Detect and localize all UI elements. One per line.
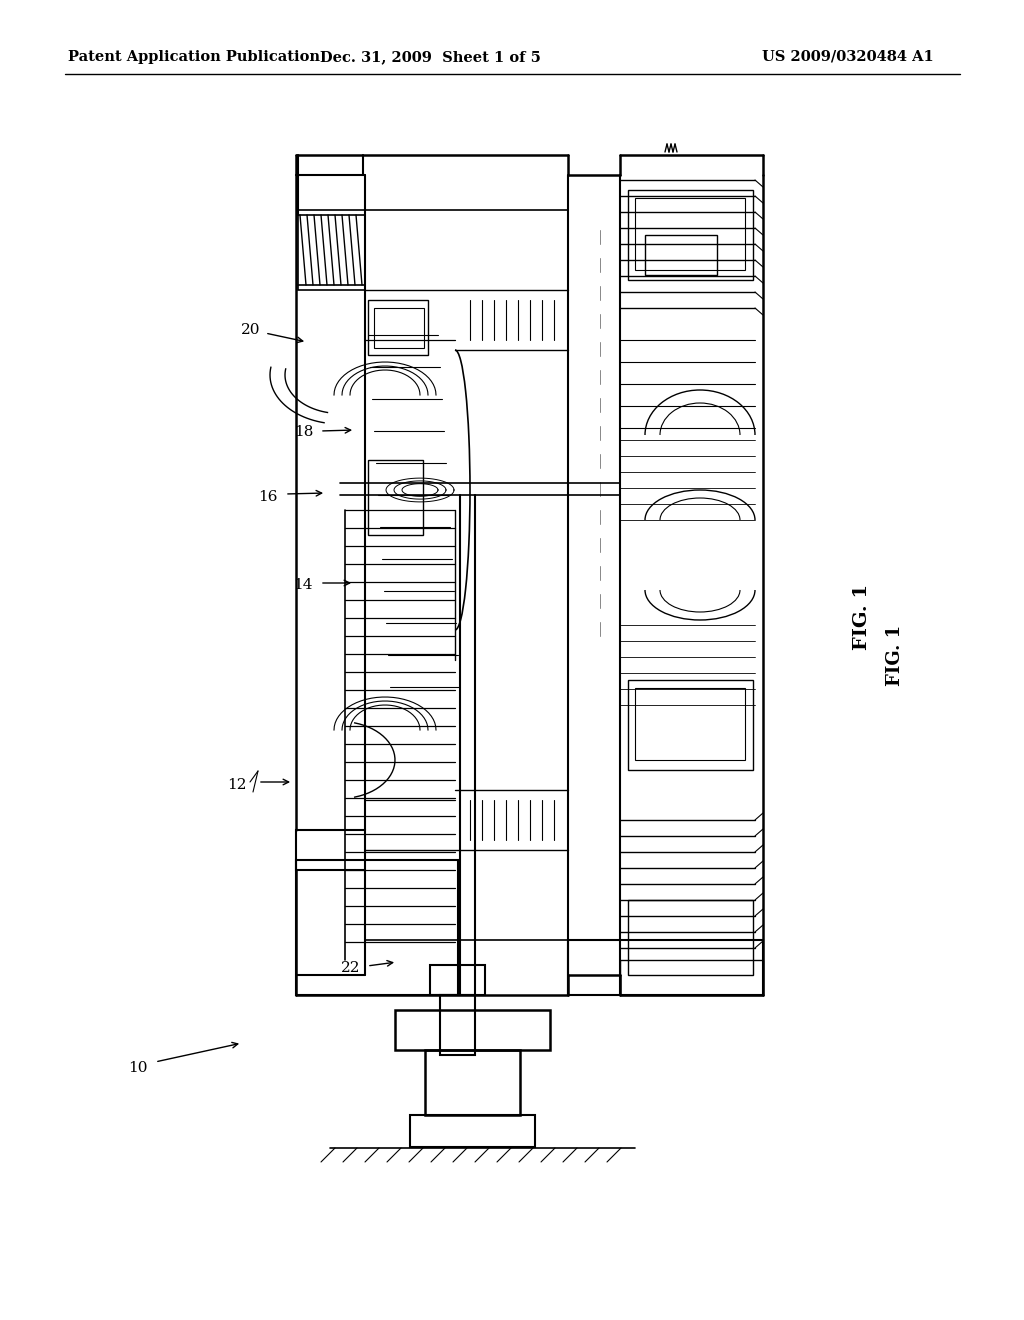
Bar	[374, 308, 424, 348]
Bar	[298, 210, 365, 290]
Bar	[430, 965, 485, 995]
Text: Patent Application Publication: Patent Application Publication	[68, 50, 319, 63]
Bar	[635, 198, 745, 271]
Bar	[635, 688, 745, 760]
Text: 20: 20	[241, 323, 260, 337]
Bar	[645, 235, 717, 275]
Text: FIG. 1: FIG. 1	[886, 624, 904, 685]
Bar	[628, 680, 753, 770]
Text: 18: 18	[294, 425, 313, 440]
Text: Dec. 31, 2009  Sheet 1 of 5: Dec. 31, 2009 Sheet 1 of 5	[319, 50, 541, 63]
Text: 10: 10	[128, 1061, 148, 1074]
Bar	[296, 861, 458, 995]
Bar	[368, 300, 428, 355]
Text: FIG. 1: FIG. 1	[853, 583, 871, 649]
Bar	[628, 190, 753, 280]
Text: 14: 14	[294, 578, 313, 591]
Bar	[395, 1010, 550, 1049]
Bar	[620, 960, 763, 995]
Text: 22: 22	[341, 961, 360, 975]
Bar	[410, 1115, 535, 1147]
Bar	[568, 940, 763, 995]
Bar	[628, 900, 753, 975]
Bar	[368, 459, 423, 535]
Text: 12: 12	[227, 777, 247, 792]
Bar	[296, 830, 365, 870]
Text: 16: 16	[258, 490, 278, 504]
Bar	[440, 995, 475, 1055]
Bar	[425, 1049, 520, 1115]
Text: US 2009/0320484 A1: US 2009/0320484 A1	[762, 50, 934, 63]
